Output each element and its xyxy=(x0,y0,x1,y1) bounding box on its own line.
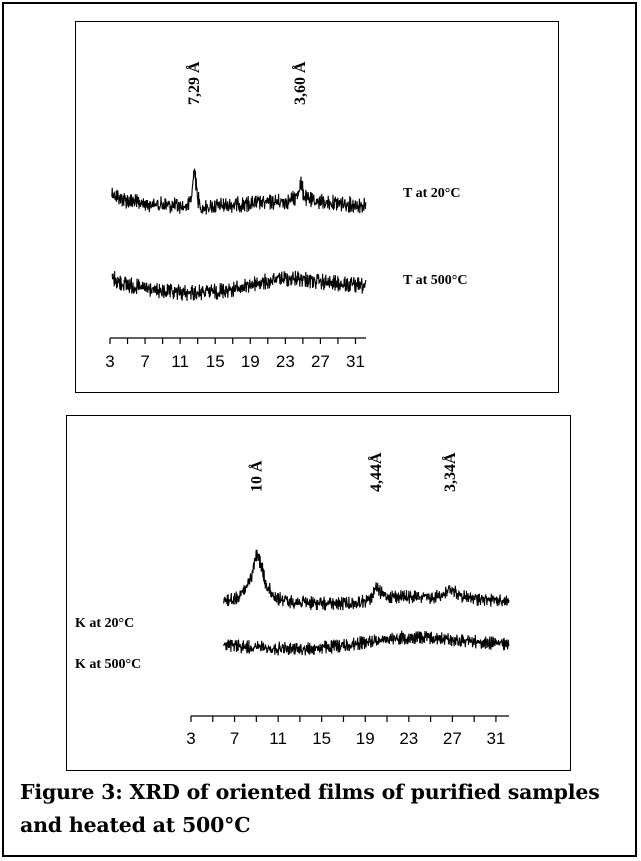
series-label: K at 20°C xyxy=(75,616,134,631)
xrd-chart-top: 3 7 11 15 19 23 27 31 T at 20°C 7,29 Å 3,60 Å T at … xyxy=(75,21,559,393)
x-tick-label: 15 xyxy=(206,352,225,371)
x-tick-label: 27 xyxy=(311,352,330,371)
x-tick-label: 31 xyxy=(486,729,505,748)
x-tick-label: 23 xyxy=(399,729,418,748)
peak-label: 3,34Å xyxy=(441,452,459,492)
series-label: K at 500°C xyxy=(75,657,141,672)
series-trace-1 xyxy=(223,549,510,611)
x-tick-label: 3 xyxy=(105,352,114,371)
xrd-chart-top-svg: 3 7 11 15 19 23 27 31 T at 20°C 7,29 Å 3,60 Å T at … xyxy=(105,61,467,371)
series-label: T at 20°C xyxy=(403,186,460,201)
xrd-chart-bottom: 3 7 11 15 19 23 27 31 K at 20°C 10 Å 4,44Å 3,34Å K a… xyxy=(66,415,571,771)
x-tick-label: 19 xyxy=(356,729,375,748)
x-tick-label: 19 xyxy=(241,352,260,371)
xrd-chart-bottom-svg: 3 7 11 15 19 23 27 31 K at 20°C 10 Å 4,44Å 3,34Å K a… xyxy=(75,452,510,748)
x-tick-label: 23 xyxy=(276,352,295,371)
series-trace-2 xyxy=(111,270,367,302)
x-tick-label: 27 xyxy=(443,729,462,748)
peak-label: 4,44Å xyxy=(367,452,385,492)
x-tick-label: 7 xyxy=(230,729,239,748)
x-tick-label: 7 xyxy=(140,352,149,371)
peak-label: 7,29 Å xyxy=(185,61,203,105)
series-label: T at 500°C xyxy=(403,273,467,288)
peak-label: 10 Å xyxy=(247,460,265,492)
series-trace-1 xyxy=(111,168,367,215)
x-tick-label: 15 xyxy=(312,729,331,748)
x-tick-label: 3 xyxy=(186,729,195,748)
x-tick-label: 11 xyxy=(269,729,287,748)
peak-label: 3,60 Å xyxy=(291,61,309,105)
series-trace-2 xyxy=(223,630,510,656)
x-tick-label: 31 xyxy=(346,352,365,371)
figure-caption: Figure 3: XRD of oriented films of purif… xyxy=(20,780,600,837)
x-tick-label: 11 xyxy=(171,352,189,371)
